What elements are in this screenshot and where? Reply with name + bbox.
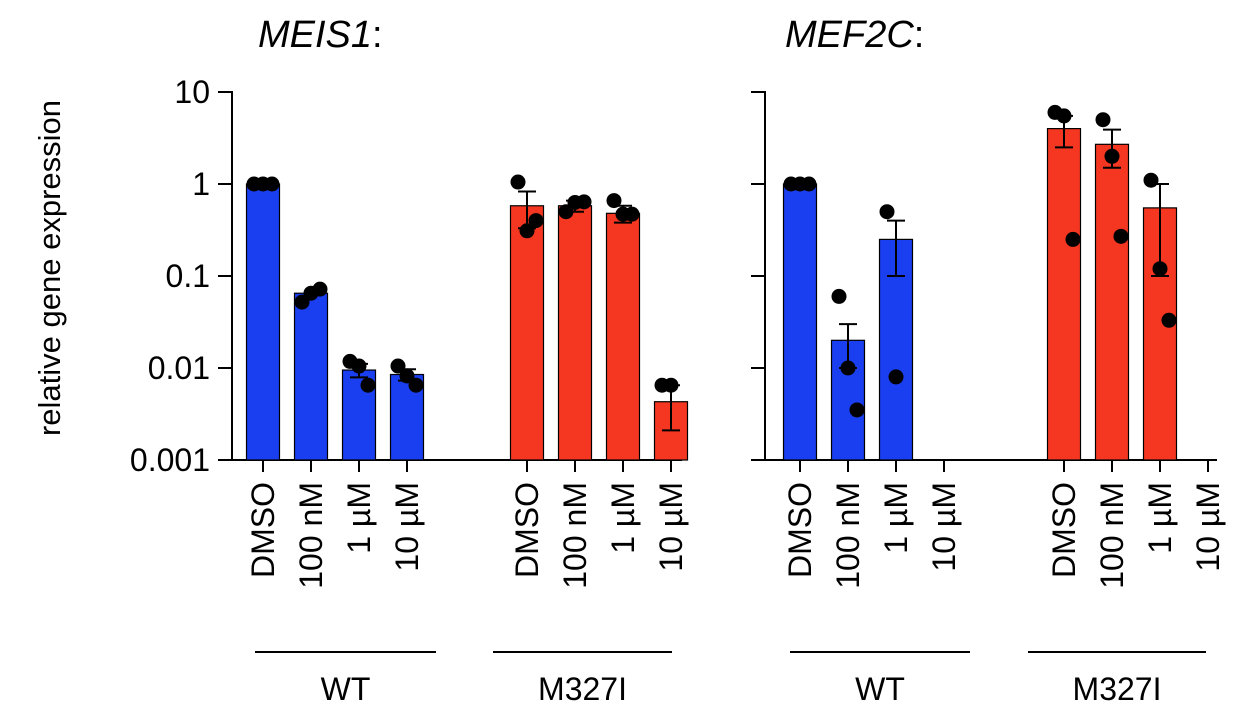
data-point	[1095, 112, 1111, 128]
group-label: WT	[855, 671, 905, 707]
x-category-label: 10 µM	[653, 482, 689, 572]
data-point	[840, 360, 856, 376]
data-point	[519, 223, 535, 239]
data-point	[1161, 312, 1177, 328]
data-point	[264, 176, 280, 192]
x-category-label: 10 µM	[926, 482, 962, 572]
group-label: M327I	[538, 671, 627, 707]
data-point	[1152, 261, 1168, 277]
data-point	[663, 377, 679, 393]
y-tick-label: 10	[174, 74, 210, 110]
x-category-label: 100 nM	[293, 482, 329, 589]
x-category-label: 1 µM	[1142, 482, 1178, 554]
y-tick-label: 0.1	[166, 258, 210, 294]
x-category-label: 100 nM	[557, 482, 593, 589]
bar	[245, 183, 281, 461]
y-tick-label: 0.001	[130, 442, 210, 478]
panel-title-meis1-gene: MEIS1	[258, 14, 372, 56]
data-point	[1113, 228, 1129, 244]
x-category-label: 10 µM	[389, 482, 425, 572]
x-category-label: DMSO	[1046, 482, 1082, 578]
x-category-label: DMSO	[782, 482, 818, 578]
y-tick-label: 1	[192, 166, 210, 202]
bar	[1046, 128, 1082, 461]
data-point	[801, 176, 817, 192]
group-label: M327I	[1073, 671, 1162, 707]
data-point	[624, 206, 640, 222]
panel-title-meis1-colon: :	[372, 14, 383, 56]
y-axis-label: relative gene expression	[32, 100, 67, 436]
x-category-label: 1 µM	[341, 482, 377, 554]
data-point	[528, 213, 544, 229]
panel-mef2c: DMSO 100 nM 1 µM 10 µM WT DMSO 100 nM 1 µM 10 µM…	[751, 91, 1226, 707]
data-point	[351, 358, 367, 374]
data-point	[390, 358, 406, 374]
data-point	[888, 369, 904, 385]
bar	[782, 183, 818, 461]
data-point	[606, 193, 622, 209]
x-category-label: 1 µM	[605, 482, 641, 554]
data-point	[408, 377, 424, 393]
data-point	[831, 288, 847, 304]
y-tick-label: 0.01	[148, 350, 210, 386]
x-category-label: 10 µM	[1190, 482, 1226, 572]
bar	[557, 205, 593, 461]
bar	[605, 212, 641, 461]
data-point	[576, 194, 592, 210]
x-category-label: 100 nM	[1094, 482, 1130, 589]
data-point	[1104, 148, 1120, 164]
data-point	[1143, 172, 1159, 188]
data-point	[399, 368, 415, 384]
x-category-label: DMSO	[509, 482, 545, 578]
panel-meis1: 10 1 0.1 0.01 0.001 DMSO 100 nM 1 µM 10 µM WT DMSO…	[130, 74, 689, 707]
panel-title-mef2c-colon: :	[914, 14, 925, 56]
data-point	[360, 377, 376, 393]
panel-title-meis1: MEIS1:	[258, 14, 383, 56]
x-category-label: DMSO	[245, 482, 281, 578]
x-category-label: 100 nM	[830, 482, 866, 589]
bar	[509, 205, 545, 461]
group-label: WT	[321, 671, 371, 707]
data-point	[1065, 231, 1081, 247]
data-point	[1056, 108, 1072, 124]
data-point	[558, 204, 574, 220]
panel-title-mef2c-gene: MEF2C	[785, 14, 914, 56]
data-point	[510, 174, 526, 190]
data-point	[312, 281, 328, 297]
data-point	[879, 204, 895, 220]
bar	[1094, 143, 1130, 461]
data-point	[849, 402, 865, 418]
panel-title-mef2c: MEF2C:	[785, 14, 924, 56]
bar	[293, 292, 329, 461]
x-category-label: 1 µM	[878, 482, 914, 554]
